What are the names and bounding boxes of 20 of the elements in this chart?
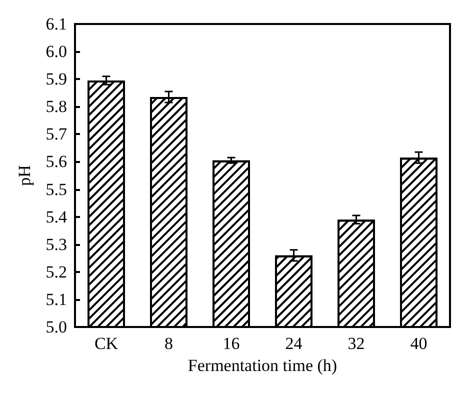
y-tick-label: 5.4 <box>46 207 68 226</box>
y-tick-label: 5.9 <box>46 70 67 89</box>
y-tick-label: 5.1 <box>46 290 67 309</box>
y-tick-label: 5.7 <box>46 124 68 144</box>
x-axis-title: Fermentation time (h) <box>188 356 338 375</box>
x-tick-label: 40 <box>410 334 428 353</box>
x-tick-label: 32 <box>348 334 365 353</box>
y-tick-label: 5.6 <box>46 152 67 172</box>
y-tick-label: 6.1 <box>46 14 67 34</box>
y-tick-label: 5.5 <box>46 180 67 199</box>
x-tick-label: 16 <box>222 334 240 353</box>
y-tick-label: 5.2 <box>46 262 67 282</box>
y-tick-label: 5.3 <box>46 234 67 254</box>
y-tick-label: 5.0 <box>46 318 67 336</box>
x-tick-label: 8 <box>164 334 173 353</box>
x-tick-label: 24 <box>285 334 303 353</box>
y-axis-title: pH <box>15 165 34 186</box>
y-tick-label: 5.8 <box>46 97 67 116</box>
y-tick-label: 6.0 <box>46 42 67 62</box>
x-tick-label: CK <box>94 334 119 353</box>
